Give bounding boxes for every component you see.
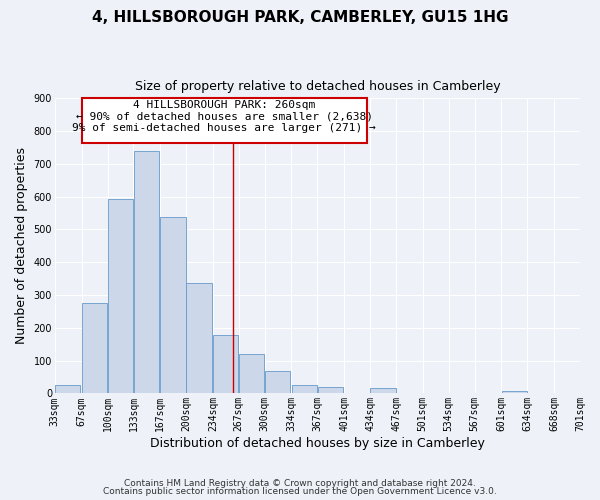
Text: Contains HM Land Registry data © Crown copyright and database right 2024.: Contains HM Land Registry data © Crown c… bbox=[124, 478, 476, 488]
Bar bbox=[108, 199, 133, 394]
FancyBboxPatch shape bbox=[82, 98, 367, 142]
Bar bbox=[292, 385, 317, 394]
Bar bbox=[239, 354, 265, 394]
Bar bbox=[134, 151, 159, 394]
Bar bbox=[160, 218, 186, 394]
Y-axis label: Number of detached properties: Number of detached properties bbox=[15, 148, 28, 344]
Bar bbox=[370, 388, 396, 394]
X-axis label: Distribution of detached houses by size in Camberley: Distribution of detached houses by size … bbox=[150, 437, 485, 450]
Bar bbox=[318, 387, 343, 394]
Text: 4, HILLSBOROUGH PARK, CAMBERLEY, GU15 1HG: 4, HILLSBOROUGH PARK, CAMBERLEY, GU15 1H… bbox=[92, 10, 508, 25]
Bar bbox=[213, 336, 238, 394]
Bar bbox=[265, 372, 290, 394]
Bar bbox=[502, 391, 527, 394]
Text: Contains public sector information licensed under the Open Government Licence v3: Contains public sector information licen… bbox=[103, 487, 497, 496]
Text: 4 HILLSBOROUGH PARK: 260sqm
← 90% of detached houses are smaller (2,638)
9% of s: 4 HILLSBOROUGH PARK: 260sqm ← 90% of det… bbox=[73, 100, 376, 133]
Title: Size of property relative to detached houses in Camberley: Size of property relative to detached ho… bbox=[134, 80, 500, 93]
Bar bbox=[55, 384, 80, 394]
Bar bbox=[82, 304, 107, 394]
Bar bbox=[187, 283, 212, 394]
